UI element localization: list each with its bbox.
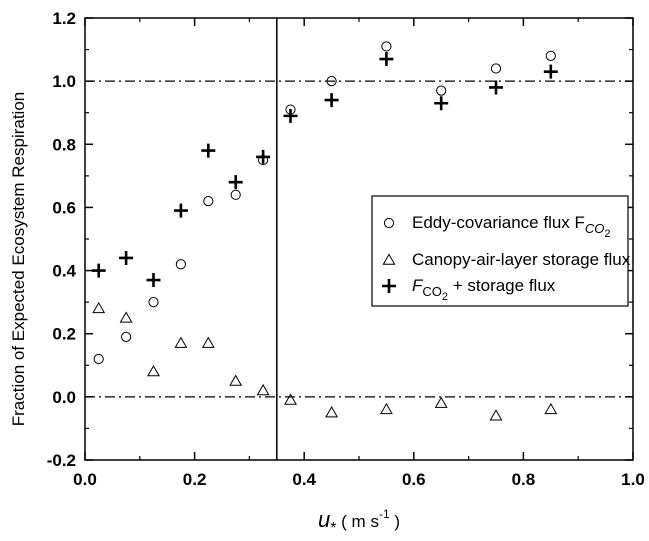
legend-marker-plus — [382, 279, 396, 293]
y-tick-label: 1.0 — [52, 72, 76, 91]
data-point-circle — [381, 41, 392, 52]
x-tick-label: 1.0 — [621, 470, 645, 489]
data-point-plus — [256, 149, 271, 164]
data-point-circle — [175, 259, 186, 270]
legend-marker — [382, 279, 396, 293]
series-triangle — [92, 301, 558, 421]
data-point-circle — [545, 50, 556, 61]
legend-marker-triangle — [382, 253, 396, 265]
data-point-triangle — [489, 409, 503, 421]
data-point-plus — [228, 175, 243, 190]
y-tick-label: 0.4 — [52, 262, 76, 281]
series-circle — [93, 41, 556, 365]
x-axis-unit: ( m s — [336, 512, 379, 531]
data-point-triangle — [379, 402, 393, 415]
data-point-circle — [326, 76, 337, 87]
data-point-circle — [490, 63, 502, 74]
data-point-plus — [489, 80, 503, 95]
series-plus — [91, 52, 558, 288]
data-point-circle — [230, 189, 241, 200]
legend-marker — [383, 217, 395, 229]
data-point-plus — [543, 64, 558, 79]
x-axis-symbol: u — [318, 507, 330, 532]
legend-label-fco2-plus-storage: FCO2 + storage flux — [412, 276, 556, 303]
data-point-plus — [324, 93, 339, 108]
data-point-triangle — [201, 336, 215, 348]
legend-entry-storage-flux: Canopy-air-layer storage flux — [382, 250, 631, 269]
data-point-triangle — [325, 406, 339, 418]
y-tick-label: 0.2 — [52, 325, 76, 344]
y-tick-labels: -0.2 0.0 0.2 0.4 0.6 0.8 1.0 1.2 — [47, 9, 77, 470]
data-point-triangle — [544, 402, 558, 415]
y-tick-label: 0.6 — [52, 198, 76, 217]
data-point-plus — [201, 143, 216, 158]
data-point-triangle — [174, 336, 188, 348]
data-point-circle — [148, 297, 159, 308]
data-point-circle — [436, 85, 447, 96]
legend-marker-circle — [383, 217, 395, 229]
x-tick-label: 0.0 — [73, 470, 97, 489]
data-point-triangle — [92, 301, 106, 314]
data-point-plus — [119, 250, 134, 265]
data-point-triangle — [229, 374, 243, 386]
data-point-plus — [434, 96, 449, 111]
x-tick-label: 0.2 — [183, 470, 207, 489]
y-tick-label: -0.2 — [47, 451, 76, 470]
data-point-plus — [173, 203, 188, 218]
data-point-triangle — [119, 311, 133, 323]
data-point-plus — [146, 273, 161, 288]
data-point-triangle — [147, 364, 160, 377]
y-tick-label: 0.8 — [52, 135, 76, 154]
data-point-triangle — [256, 383, 270, 396]
x-tick-label: 0.6 — [402, 470, 426, 489]
y-axis-title: Fraction of Expected Ecosystem Respirati… — [9, 92, 28, 426]
legend: Eddy-covariance flux FCO2 Canopy-air-lay… — [371, 195, 631, 307]
axis-ticks — [84, 17, 634, 461]
legend-label-eddy-covariance: Eddy-covariance flux FCO2 — [412, 213, 611, 240]
x-tick-label: 0.8 — [512, 470, 536, 489]
x-axis-title: u* ( m s-1 ) — [318, 507, 400, 537]
x-axis-unit-close: ) — [390, 512, 400, 531]
data-point-circle — [203, 196, 214, 207]
legend-marker — [382, 253, 396, 265]
data-point-plus — [283, 108, 298, 123]
reference-lines — [85, 18, 633, 460]
x-axis-unit-sup: -1 — [379, 507, 390, 521]
legend-entry-fco2-plus-storage: FCO2 + storage flux — [382, 276, 556, 303]
legend-box — [371, 195, 629, 307]
data-point-triangle — [284, 393, 297, 405]
legend-label-storage-flux: Canopy-air-layer storage flux — [412, 250, 631, 269]
x-tick-labels: 0.0 0.2 0.4 0.6 0.8 1.0 — [73, 470, 645, 489]
series-layer — [91, 41, 558, 421]
x-tick-label: 0.4 — [292, 470, 316, 489]
data-point-triangle — [434, 396, 448, 408]
data-point-circle — [93, 353, 104, 365]
data-point-circle — [121, 331, 132, 342]
y-tick-label: 1.2 — [52, 9, 76, 28]
legend-entry-eddy-covariance: Eddy-covariance flux FCO2 — [383, 213, 611, 240]
data-point-plus — [379, 52, 394, 67]
data-point-plus — [91, 263, 106, 278]
y-tick-label: 0.0 — [52, 388, 76, 407]
x-axis-symbol-sub: * — [330, 520, 336, 537]
